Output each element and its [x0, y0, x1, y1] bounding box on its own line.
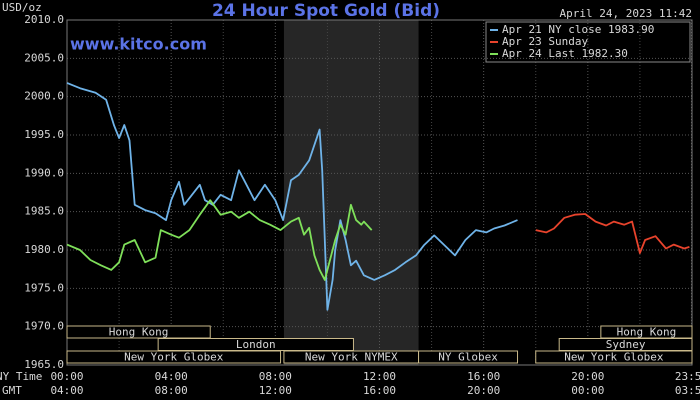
session-label: New York Globex: [124, 351, 224, 364]
x-row-label: NY Time: [0, 370, 42, 383]
gmt-tick-label: 16:00: [363, 384, 396, 397]
x-tick-label: 12:00: [363, 370, 396, 383]
y-tick-label: 1990.0: [24, 166, 64, 179]
price-line: [66, 199, 373, 281]
session-label: New York NYMEX: [305, 351, 398, 364]
gmt-tick-label: 04:00: [50, 384, 83, 397]
y-unit: USD/oz: [2, 1, 42, 14]
x-tick-label: 23:59: [675, 370, 700, 383]
legend-label: Apr 24 Last 1982.30: [502, 47, 628, 60]
x-tick-label: 20:00: [571, 370, 604, 383]
y-tick-label: 1980.0: [24, 243, 64, 256]
chart-title: 24 Hour Spot Gold (Bid): [212, 1, 440, 21]
y-tick-label: 2010.0: [24, 13, 64, 26]
x-row-label: GMT: [2, 384, 22, 397]
y-tick-label: 2005.0: [24, 51, 64, 64]
y-tick-label: 1965.0: [24, 358, 64, 371]
session-label: Hong Kong: [109, 326, 169, 339]
gmt-tick-label: 00:00: [571, 384, 604, 397]
gmt-tick-label: 08:00: [155, 384, 188, 397]
session-label: Sydney: [606, 338, 646, 351]
session-bar: [418, 350, 519, 364]
legend-box: [485, 21, 691, 63]
x-tick-label: 16:00: [467, 370, 500, 383]
price-line: [66, 82, 518, 311]
gmt-tick-label: 20:00: [467, 384, 500, 397]
session-bar: [535, 350, 693, 364]
market-hours-shade: [283, 20, 419, 365]
session-label: Hong Kong: [617, 326, 677, 339]
plot-layer: [66, 19, 692, 366]
session-bar: [66, 325, 211, 339]
x-tick-label: 00:00: [50, 370, 83, 383]
watermark: www.kitco.com: [70, 35, 207, 54]
y-tick-label: 2000.0: [24, 90, 64, 103]
session-label: London: [236, 338, 276, 351]
price-line: [535, 213, 690, 254]
session-bar: [66, 350, 282, 364]
y-tick-label: 1970.0: [24, 320, 64, 333]
legend-label: Apr 21 NY close 1983.90: [502, 23, 654, 36]
plot-frame: [66, 19, 693, 366]
legend-label: Apr 23 Sunday: [502, 35, 588, 48]
x-tick-label: 08:00: [259, 370, 292, 383]
gmt-tick-label: 03:59: [675, 384, 700, 397]
y-tick-label: 1995.0: [24, 128, 64, 141]
y-tick-label: 1985.0: [24, 205, 64, 218]
timestamp: April 24, 2023 11:42: [560, 7, 692, 20]
y-tick-label: 1975.0: [24, 281, 64, 294]
gmt-tick-label: 12:00: [259, 384, 292, 397]
x-tick-label: 04:00: [155, 370, 188, 383]
session-label: New York Globex: [564, 351, 664, 364]
session-label: NY Globex: [438, 351, 498, 364]
